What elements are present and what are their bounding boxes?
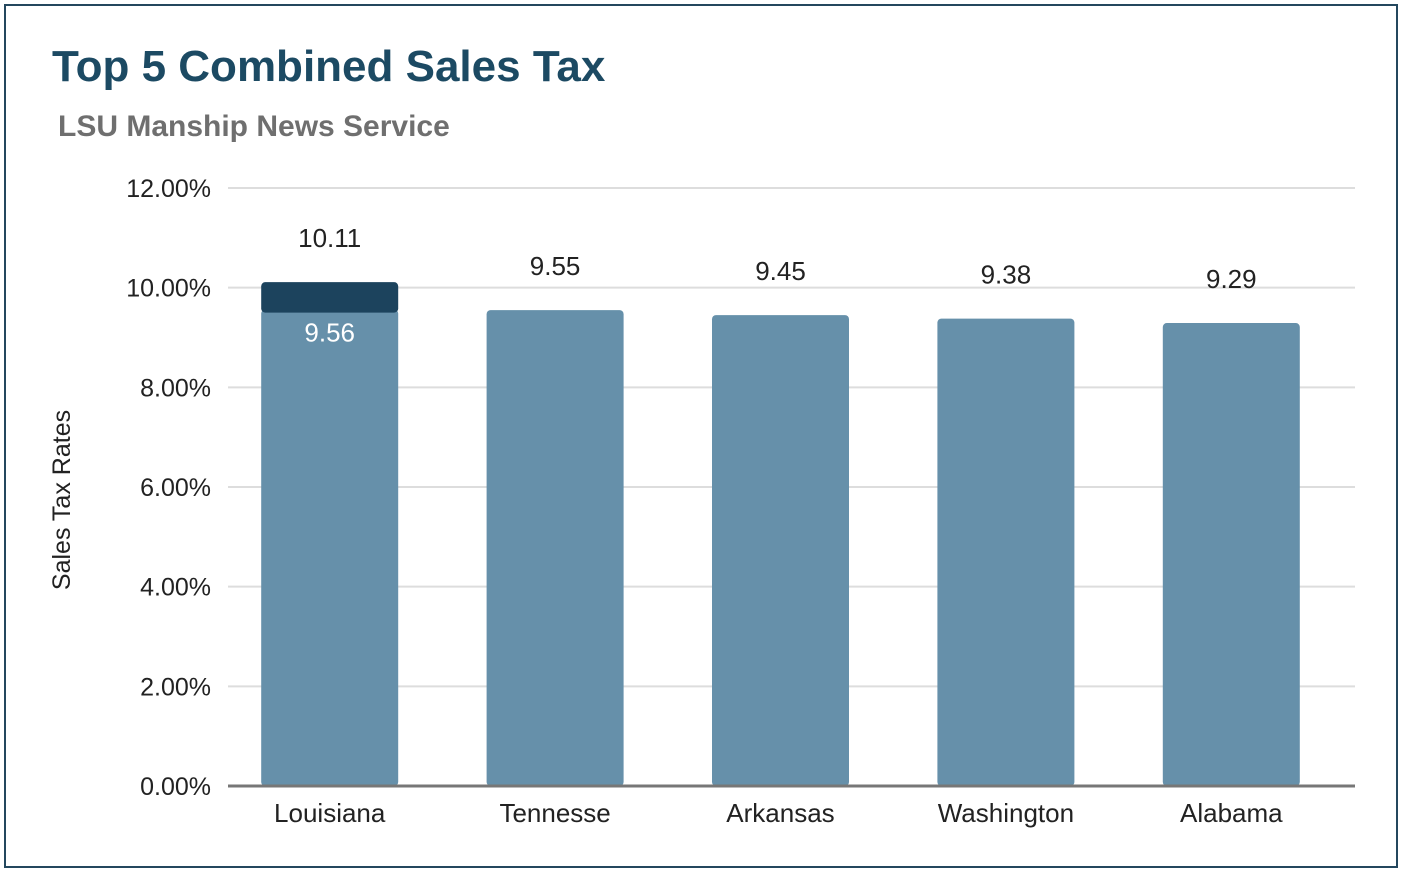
chart-title: Top 5 Combined Sales Tax bbox=[52, 42, 606, 91]
x-category-label: Louisiana bbox=[274, 798, 386, 828]
bar-total-label: 10.11 bbox=[298, 223, 361, 253]
y-axis-title: Sales Tax Rates bbox=[48, 410, 76, 590]
chart-subtitle: LSU Manship News Service bbox=[58, 110, 450, 143]
y-tick-label: 4.00% bbox=[140, 574, 211, 602]
x-category-label: Arkansas bbox=[726, 798, 834, 828]
y-tick-label: 8.00% bbox=[140, 374, 211, 402]
bar bbox=[937, 318, 1075, 786]
bar bbox=[1162, 323, 1300, 786]
data-labels: 10.11 9.56 9.55 9.45 9.38 9.29 bbox=[298, 223, 1256, 347]
y-tick-label: 12.00% bbox=[126, 175, 211, 203]
bar-total-label: 9.38 bbox=[981, 260, 1032, 290]
bar-total-label: 9.55 bbox=[530, 251, 581, 281]
bars bbox=[261, 282, 1300, 786]
y-tick-label: 0.00% bbox=[140, 773, 211, 801]
axes: 0.00% 2.00% 4.00% 6.00% 8.00% 10.00% 12.00% Lou… bbox=[126, 175, 1355, 828]
bar bbox=[486, 310, 624, 786]
bar-total-label: 9.29 bbox=[1206, 264, 1257, 294]
bar-inner-label: 9.56 bbox=[304, 318, 355, 348]
bar-segment-top bbox=[261, 282, 399, 313]
bar bbox=[712, 315, 849, 786]
x-category-label: Washington bbox=[938, 798, 1074, 828]
y-tick-label: 6.00% bbox=[140, 474, 211, 502]
x-category-label: Alabama bbox=[1180, 798, 1283, 828]
x-category-label: Tennesse bbox=[499, 798, 610, 828]
bar bbox=[261, 309, 399, 786]
y-tick-label: 10.00% bbox=[126, 275, 211, 303]
bar-total-label: 9.45 bbox=[755, 256, 806, 286]
y-tick-label: 2.00% bbox=[140, 673, 211, 701]
